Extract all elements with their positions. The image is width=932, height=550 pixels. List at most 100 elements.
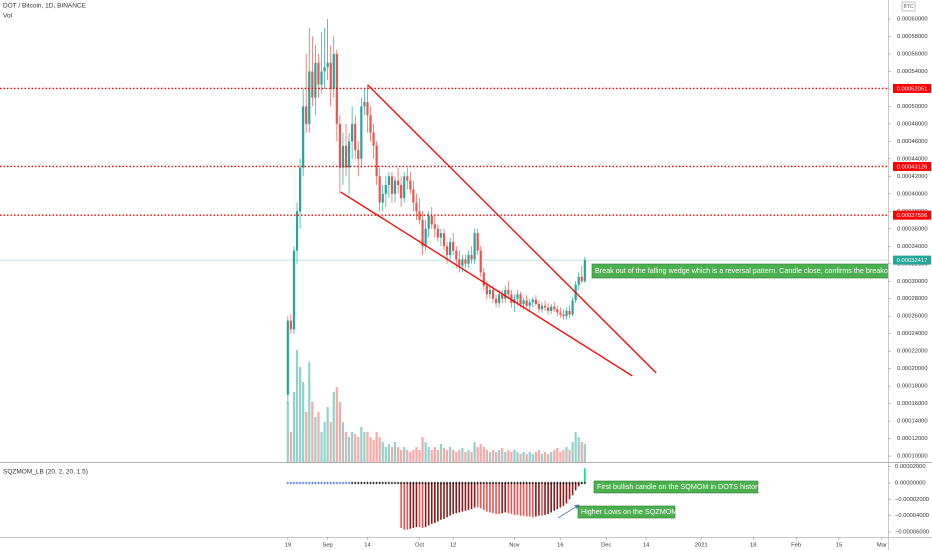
candle-body bbox=[452, 241, 455, 251]
momentum-bar bbox=[476, 483, 479, 508]
momentum-bar bbox=[421, 483, 424, 528]
candle-body bbox=[510, 294, 513, 304]
squeeze-dot bbox=[461, 481, 464, 485]
candle-body bbox=[571, 300, 574, 315]
momentum-bar bbox=[556, 483, 559, 510]
volume-bar bbox=[421, 437, 424, 462]
x-tick-label: 15 bbox=[836, 543, 842, 549]
candle-body bbox=[332, 53, 335, 89]
momentum-bar bbox=[458, 483, 461, 513]
candle-body bbox=[553, 306, 556, 310]
squeeze-dot bbox=[565, 481, 568, 485]
volume-bar bbox=[461, 448, 464, 462]
momentum-bar bbox=[516, 483, 519, 515]
volume-bar bbox=[412, 450, 415, 462]
volume-bar bbox=[357, 437, 360, 462]
volume-label: Vol bbox=[3, 13, 13, 20]
indicator-title: SQZMOM_LB (20, 2, 20, 1.5) bbox=[3, 469, 88, 476]
volume-bar bbox=[442, 448, 446, 462]
squeeze-dot bbox=[430, 481, 433, 485]
squeeze-dot bbox=[317, 481, 320, 485]
squeeze-dot bbox=[402, 481, 406, 485]
x-tick-label: 14 bbox=[364, 543, 371, 549]
volume-bar bbox=[464, 452, 467, 462]
squeeze-dot bbox=[347, 481, 351, 485]
momentum-bar bbox=[538, 483, 540, 516]
momentum-bar bbox=[565, 483, 568, 504]
squeeze-dot bbox=[341, 481, 345, 485]
candle-body bbox=[354, 123, 357, 151]
momentum-bar bbox=[510, 483, 513, 515]
candle-body bbox=[534, 299, 537, 304]
y-tick-label: 0.00034000 bbox=[897, 244, 928, 250]
y-tick-label: 0.00046000 bbox=[897, 139, 928, 145]
volume-bar bbox=[556, 448, 559, 462]
y-tick-label: 0.00024000 bbox=[897, 331, 928, 337]
volume-bar bbox=[286, 402, 289, 462]
squeeze-dot bbox=[559, 481, 562, 485]
squeeze-dot bbox=[516, 481, 519, 485]
x-tick-label: 14 bbox=[643, 543, 650, 549]
level-label-bg bbox=[893, 83, 931, 93]
squeeze-dot bbox=[525, 481, 528, 485]
momentum-bar bbox=[562, 483, 565, 506]
volume-bar bbox=[335, 387, 338, 462]
volume-bar bbox=[537, 450, 541, 462]
squeeze-dot bbox=[363, 481, 366, 485]
momentum-bar bbox=[400, 483, 402, 528]
candle-body bbox=[442, 233, 446, 247]
candle-body bbox=[550, 306, 553, 311]
momentum-bar bbox=[430, 483, 433, 524]
candle-body bbox=[540, 305, 544, 310]
y-tick-label: −0.00002000 bbox=[895, 497, 929, 503]
y-tick-label: 0.00056000 bbox=[897, 51, 928, 57]
volume-bar bbox=[559, 452, 562, 462]
candle-body bbox=[424, 228, 427, 247]
squeeze-dot bbox=[553, 481, 556, 485]
squeeze-dot bbox=[537, 481, 541, 485]
candle-body bbox=[522, 300, 525, 304]
candle-body bbox=[366, 102, 369, 116]
volume-bar bbox=[344, 432, 348, 462]
candle-body bbox=[329, 62, 332, 89]
candle-body bbox=[494, 298, 498, 304]
annotation-box bbox=[591, 263, 888, 279]
candle-body bbox=[347, 141, 351, 168]
y-tick-label: 0.00026000 bbox=[897, 314, 928, 320]
squeeze-dot bbox=[369, 481, 372, 485]
y-tick-label: −0.00004000 bbox=[895, 513, 929, 519]
volume-bar bbox=[467, 450, 470, 462]
momentum-bar bbox=[415, 483, 418, 528]
volume-bar bbox=[507, 450, 510, 462]
momentum-bar bbox=[486, 483, 488, 512]
momentum-bar bbox=[424, 483, 427, 528]
volume-bar bbox=[449, 447, 452, 462]
momentum-bar bbox=[535, 483, 537, 517]
momentum-bar bbox=[446, 483, 448, 518]
x-tick-label: 18 bbox=[750, 543, 756, 549]
volume-bar bbox=[369, 437, 372, 462]
candle-body bbox=[400, 185, 403, 199]
volume-bar bbox=[418, 450, 421, 462]
y-tick-label: 0.00058000 bbox=[897, 34, 928, 40]
squeeze-dot bbox=[308, 481, 311, 485]
volume-bar bbox=[302, 382, 305, 462]
momentum-bar bbox=[483, 483, 485, 510]
candle-body bbox=[369, 115, 372, 133]
volume-bar bbox=[317, 412, 320, 462]
x-tick-label: Oct bbox=[415, 543, 424, 549]
squeeze-dot bbox=[436, 481, 440, 485]
momentum-bar bbox=[440, 483, 442, 520]
last-price-label-bg bbox=[893, 255, 931, 265]
momentum-bar bbox=[464, 483, 467, 511]
volume-bar bbox=[424, 442, 427, 462]
candle-body bbox=[562, 314, 565, 317]
squeeze-dot bbox=[418, 481, 421, 485]
volume-bar bbox=[341, 422, 345, 462]
squeeze-dot bbox=[289, 481, 293, 485]
squeeze-dot bbox=[305, 481, 308, 485]
candle-body bbox=[528, 302, 531, 306]
candle-body bbox=[298, 167, 302, 212]
squeeze-dot bbox=[381, 481, 384, 485]
x-tick-label: 19 bbox=[285, 543, 291, 549]
